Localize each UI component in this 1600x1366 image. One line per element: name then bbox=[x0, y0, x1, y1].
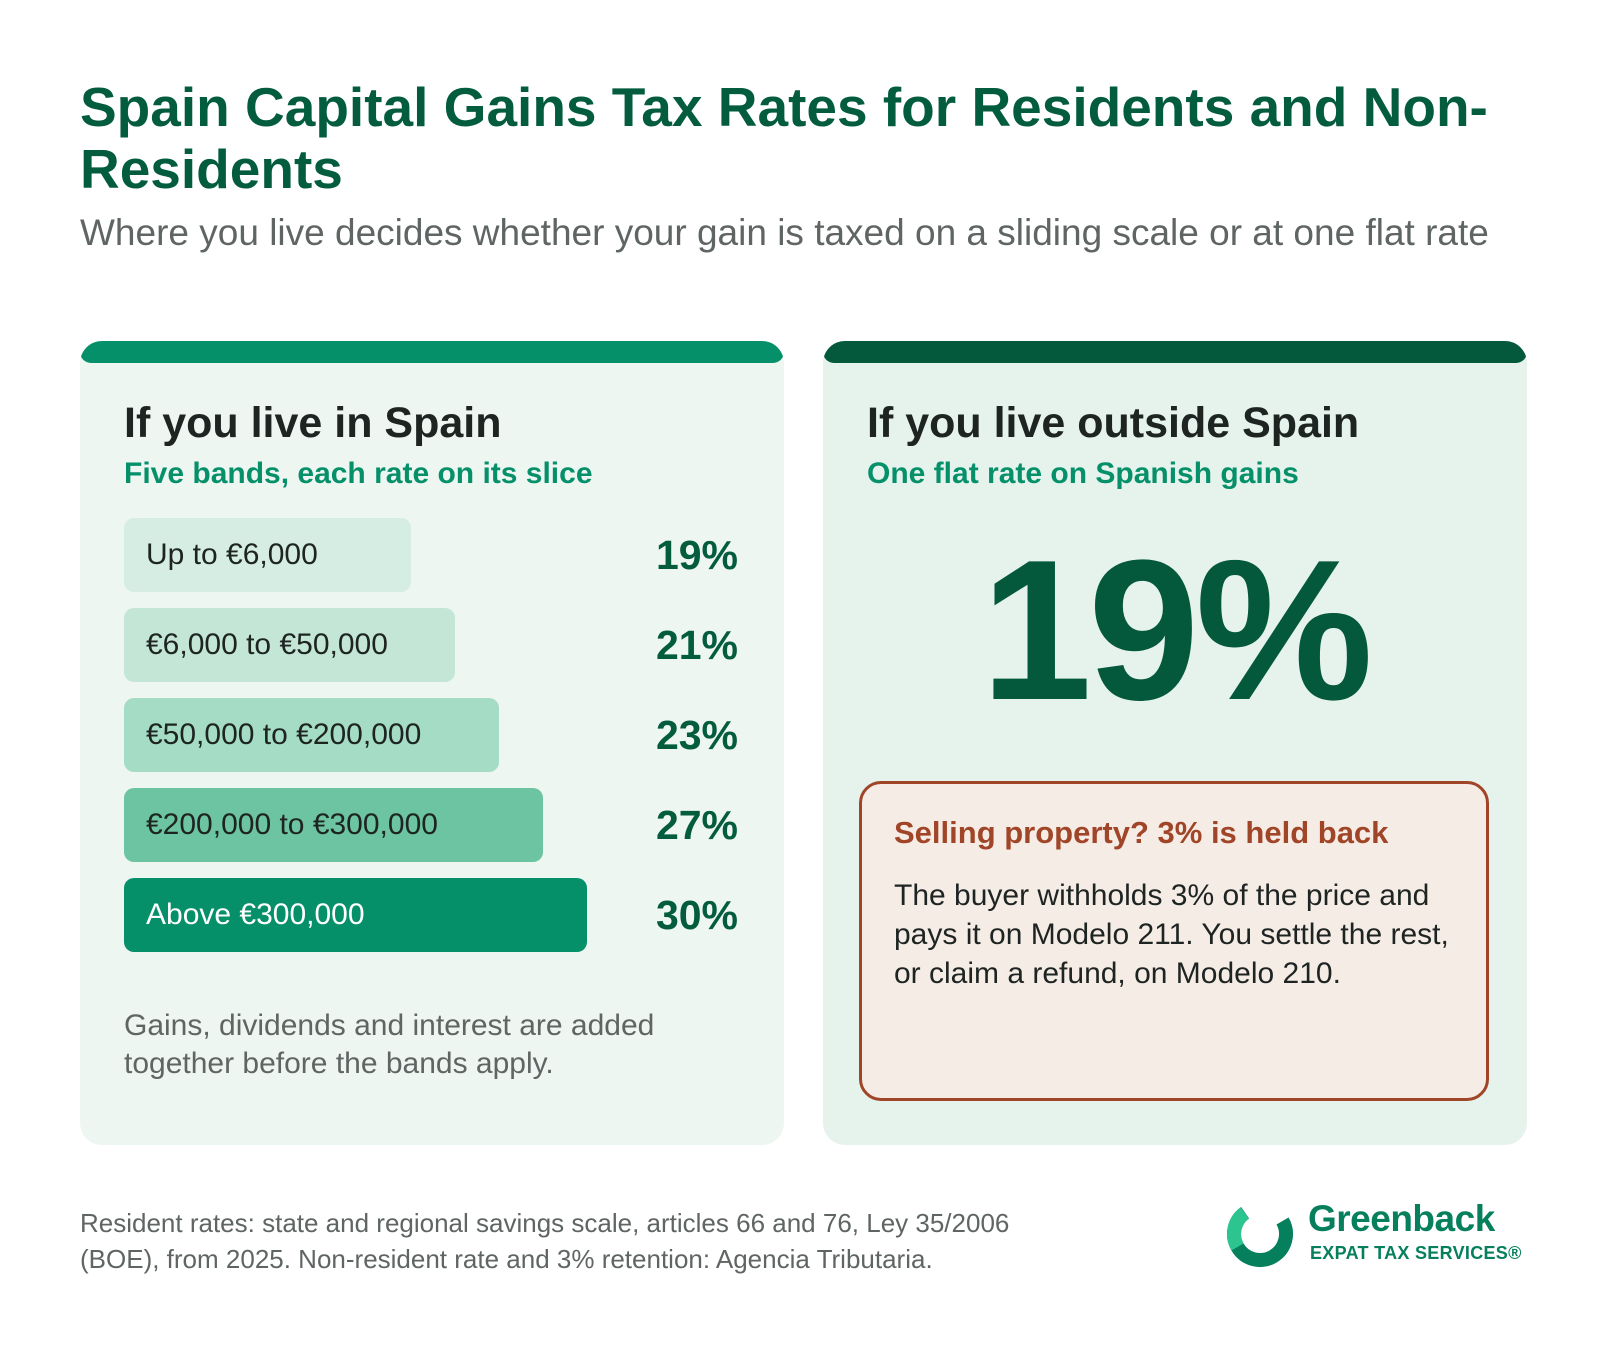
band-rate: 21% bbox=[655, 621, 738, 668]
band-label: €200,000 to €300,000 bbox=[146, 808, 438, 841]
non-residents-card: If you live outside Spain One flat rate … bbox=[823, 341, 1527, 1145]
band-row: Up to €6,000 bbox=[124, 518, 411, 592]
band-rate: 27% bbox=[655, 801, 738, 848]
band-row: Above €300,000 bbox=[124, 878, 587, 952]
residents-card: If you live in Spain Five bands, each ra… bbox=[80, 341, 784, 1145]
page-title: Spain Capital Gains Tax Rates for Reside… bbox=[80, 76, 1488, 200]
source-note: Resident rates: state and regional savin… bbox=[80, 1208, 1010, 1274]
flat-rate: 19% bbox=[980, 519, 1373, 742]
greenback-logo-icon bbox=[1227, 1201, 1293, 1267]
non-residents-subheading: One flat rate on Spanish gains bbox=[867, 457, 1299, 490]
residents-heading: If you live in Spain bbox=[124, 399, 502, 447]
band-row: €6,000 to €50,000 bbox=[124, 608, 455, 682]
residents-subheading: Five bands, each rate on its slice bbox=[124, 457, 593, 490]
band-label: €6,000 to €50,000 bbox=[146, 628, 388, 661]
page-subtitle: Where you live decides whether your gain… bbox=[80, 212, 1489, 253]
brand-tagline: EXPAT TAX SERVICES® bbox=[1310, 1243, 1522, 1263]
band-label: Above €300,000 bbox=[146, 898, 365, 931]
non-residents-card-accent-bar bbox=[823, 341, 1527, 363]
property-callout: Selling property? 3% is held back The bu… bbox=[859, 781, 1489, 1101]
band-row: €200,000 to €300,000 bbox=[124, 788, 543, 862]
band-rate: 30% bbox=[655, 891, 738, 938]
callout-body: The buyer withholds 3% of the price and … bbox=[894, 879, 1449, 990]
non-residents-heading: If you live outside Spain bbox=[867, 399, 1360, 447]
callout-heading: Selling property? 3% is held back bbox=[894, 815, 1389, 850]
band-label: Up to €6,000 bbox=[146, 538, 318, 571]
band-row: €50,000 to €200,000 bbox=[124, 698, 499, 772]
band-label: €50,000 to €200,000 bbox=[146, 718, 422, 751]
band-rate: 23% bbox=[655, 711, 738, 758]
residents-card-accent-bar bbox=[80, 341, 784, 363]
band-rate: 19% bbox=[655, 531, 738, 578]
residents-note: Gains, dividends and interest are added … bbox=[124, 1009, 655, 1080]
brand-logo: Greenback EXPAT TAX SERVICES® bbox=[1224, 1198, 1524, 1273]
brand-name: Greenback bbox=[1308, 1198, 1495, 1239]
